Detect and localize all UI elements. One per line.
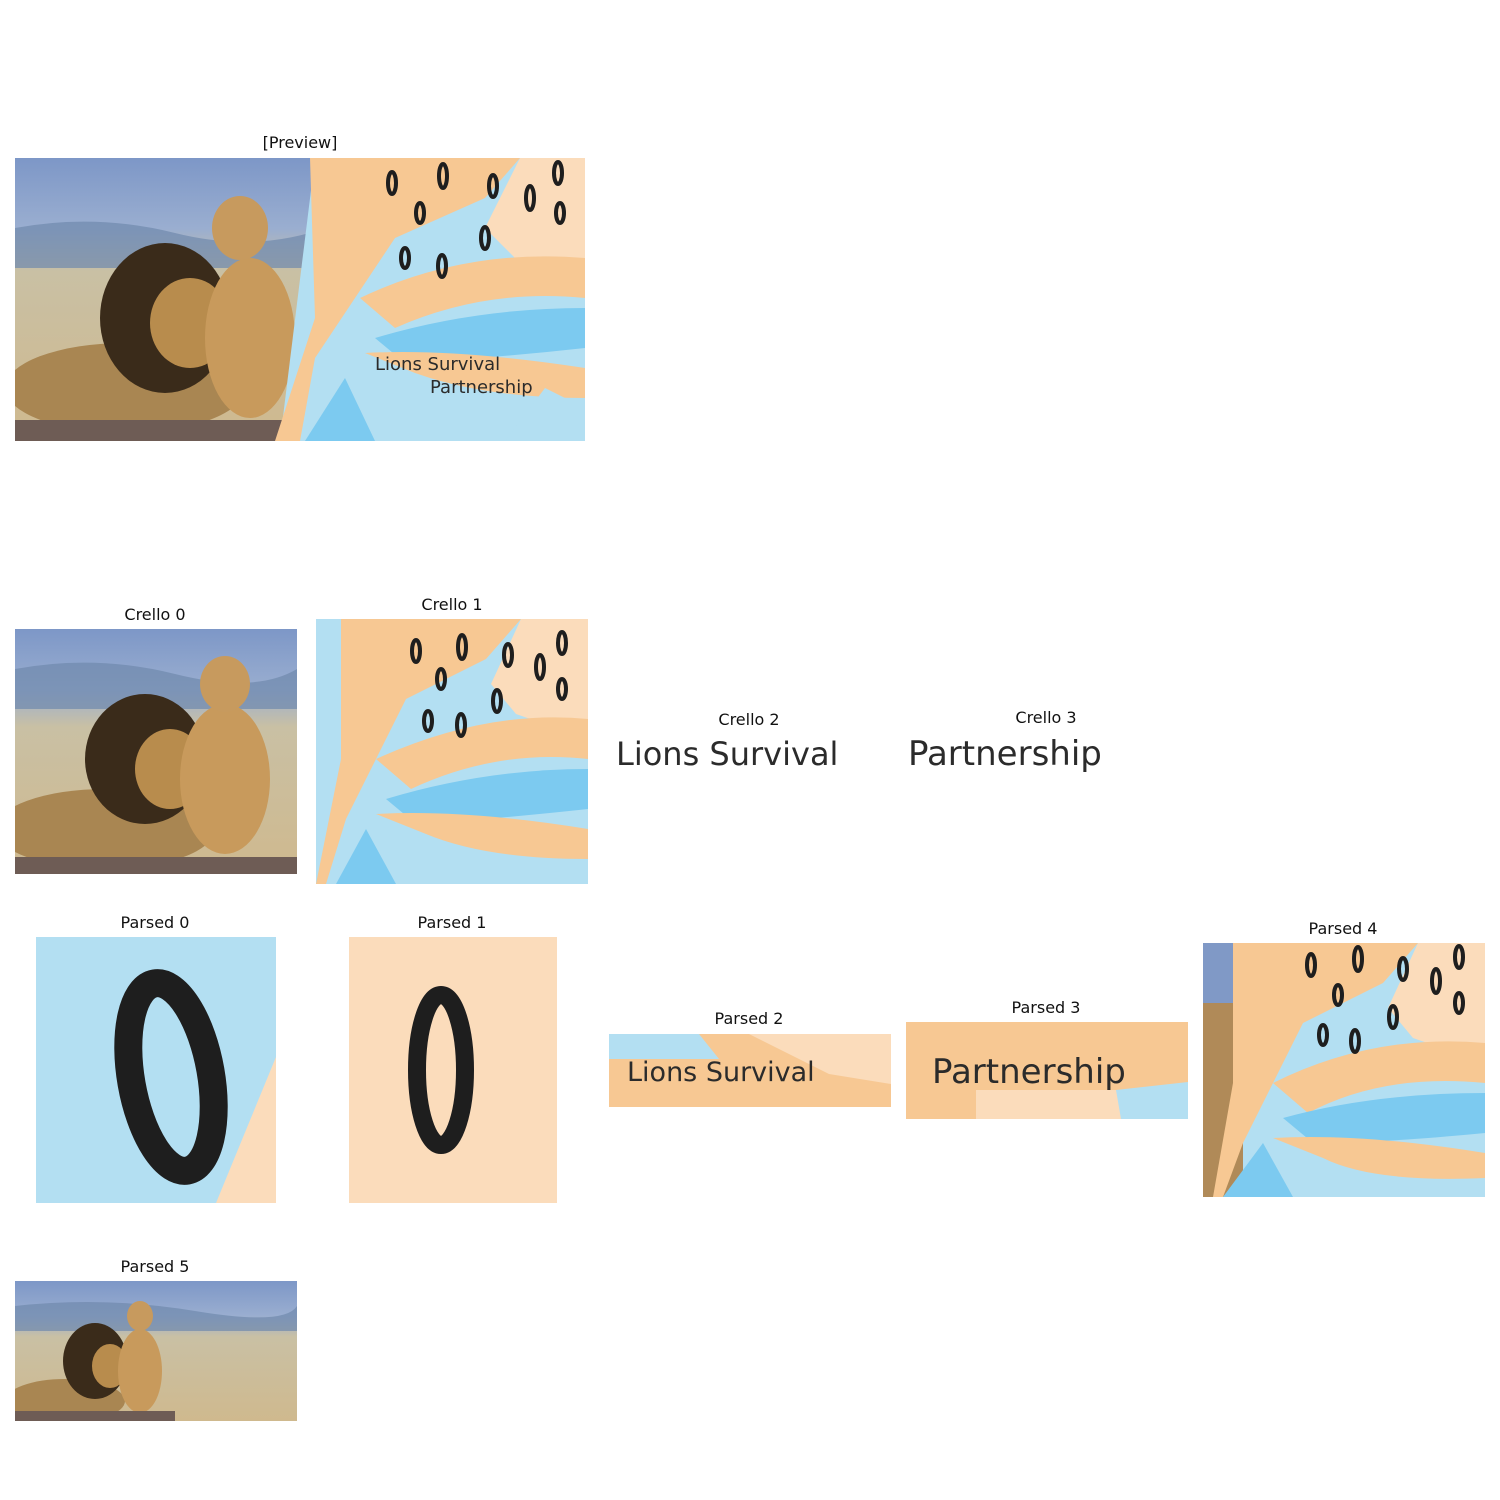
parsed-3-title: Parsed 3 bbox=[1012, 998, 1081, 1017]
parsed-5-image bbox=[15, 1281, 297, 1421]
parsed-0-image bbox=[36, 937, 276, 1203]
crello-0-title: Crello 0 bbox=[124, 605, 185, 624]
crello-3-image: Partnership bbox=[906, 731, 1156, 775]
crello-1-title: Crello 1 bbox=[421, 595, 482, 614]
parsed-1-title: Parsed 1 bbox=[418, 913, 487, 932]
preview-line1: Lions Survival bbox=[375, 354, 500, 375]
crello-1-image bbox=[316, 619, 588, 884]
parsed-4-image bbox=[1203, 943, 1485, 1197]
preview-image: Lions Survival Partnership bbox=[15, 158, 585, 441]
parsed-4-title: Parsed 4 bbox=[1309, 919, 1378, 938]
parsed-5-title: Parsed 5 bbox=[121, 1257, 190, 1276]
preview-title: [Preview] bbox=[263, 133, 338, 152]
crello-0-image bbox=[15, 629, 297, 874]
parsed-3-image: Partnership bbox=[906, 1022, 1188, 1119]
lioness bbox=[205, 258, 295, 418]
parsed-0-title: Parsed 0 bbox=[121, 913, 190, 932]
parsed-3-text: Partnership bbox=[932, 1052, 1126, 1092]
preview-line2: Partnership bbox=[430, 377, 533, 398]
crello-2-text: Lions Survival bbox=[616, 735, 838, 773]
crello-2-image: Lions Survival bbox=[612, 733, 890, 773]
rock bbox=[15, 420, 315, 441]
parsed-2-text: Lions Survival bbox=[627, 1057, 815, 1088]
crello-2-title: Crello 2 bbox=[718, 710, 779, 729]
crello-3-title: Crello 3 bbox=[1015, 708, 1076, 727]
crello-3-text: Partnership bbox=[908, 734, 1102, 774]
parsed-1-image bbox=[349, 937, 557, 1203]
parsed-2-image: Lions Survival bbox=[609, 1034, 891, 1107]
parsed-2-title: Parsed 2 bbox=[715, 1009, 784, 1028]
